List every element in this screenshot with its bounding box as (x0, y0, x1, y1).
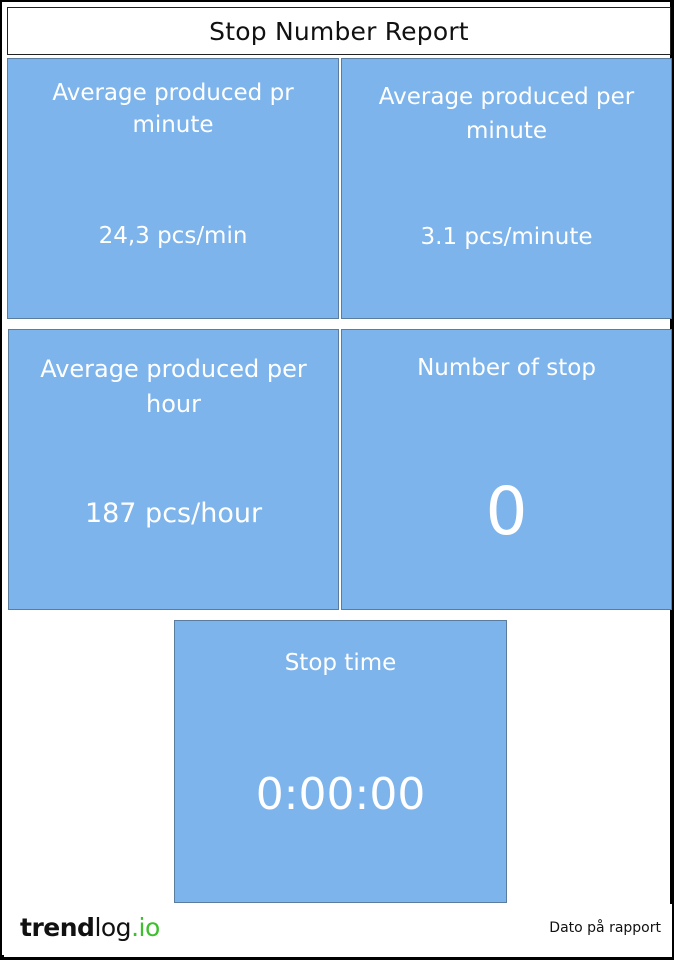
tile-label: Stop time (284, 650, 397, 676)
tile-value: 24,3 pcs/min (98, 223, 248, 249)
logo-part-log: log (94, 913, 132, 942)
tile-label: Average produced pr minute (52, 80, 294, 138)
tile-value: 0 (485, 473, 528, 550)
tile-label: Average produced per hour (40, 355, 307, 418)
tile-label: Average produced per minute (378, 84, 635, 144)
tile-value: 0:00:00 (255, 769, 426, 820)
tile-label: Number of stop (417, 355, 596, 381)
report-date-label: Dato på rapport (549, 920, 661, 936)
trendlog-logo: trendlog.io (20, 912, 160, 944)
report-title: Stop Number Report (7, 7, 671, 55)
tile-avg-produced-per-minute: Average produced per minute 3.1 pcs/minu… (341, 58, 672, 319)
tile-avg-produced-per-hour: Average produced per hour 187 pcs/hour (8, 329, 339, 610)
tile-number-of-stop: Number of stop 0 (341, 329, 672, 610)
tile-avg-produced-pr-minute: Average produced pr minute 24,3 pcs/min (7, 58, 339, 319)
report-footer: trendlog.io Dato på rapport (4, 904, 672, 957)
tile-value: 187 pcs/hour (84, 498, 263, 529)
tile-stop-time: Stop time 0:00:00 (174, 620, 507, 903)
tile-value: 3.1 pcs/minute (420, 224, 593, 250)
logo-part-trend: trend (20, 913, 95, 942)
logo-part-io: .io (131, 913, 160, 942)
